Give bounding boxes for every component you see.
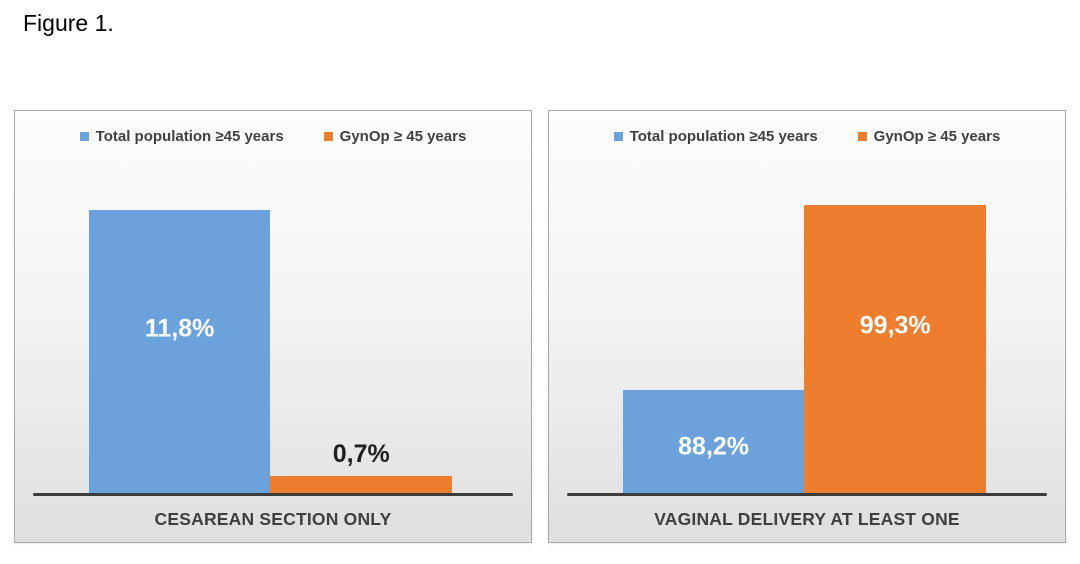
legend-label: GynOp ≥ 45 years (873, 127, 1001, 145)
bar-group: 11,8% 0,7% (15, 193, 531, 493)
bar-value-label: 11,8% (144, 314, 215, 343)
legend-swatch-blue-icon (613, 131, 623, 141)
legend-item-gynop: GynOp ≥ 45 years (857, 127, 1001, 145)
x-axis-line (33, 493, 513, 496)
bar-total-population: 88,2% (622, 389, 805, 493)
chart-legend: Total population ≥45 years GynOp ≥ 45 ye… (15, 111, 531, 157)
charts-container: Total population ≥45 years GynOp ≥ 45 ye… (14, 110, 1066, 543)
bar-group: 88,2% 99,3% (549, 193, 1065, 493)
legend-swatch-orange-icon (857, 131, 867, 141)
bar-total-population: 11,8% (88, 209, 271, 493)
bar-gynop: 99,3% (804, 204, 987, 493)
bar-value-label: 0,7% (332, 440, 390, 469)
figure-title: Figure 1. (23, 10, 114, 36)
chart-panel-cesarean: Total population ≥45 years GynOp ≥ 45 ye… (14, 110, 532, 543)
chart-panel-vaginal-delivery: Total population ≥45 years GynOp ≥ 45 ye… (548, 110, 1066, 543)
legend-swatch-orange-icon (323, 131, 333, 141)
chart-legend: Total population ≥45 years GynOp ≥ 45 ye… (549, 111, 1065, 157)
plot-area: 11,8% 0,7% (15, 157, 531, 496)
legend-item-gynop: GynOp ≥ 45 years (323, 127, 467, 145)
x-axis-line (567, 493, 1047, 496)
legend-label: Total population ≥45 years (629, 127, 818, 145)
bar-value-label: 88,2% (678, 432, 750, 460)
category-label: CESAREAN SECTION ONLY (154, 508, 392, 529)
legend-label: Total population ≥45 years (95, 127, 284, 145)
bar-value-label: 99,3% (859, 311, 931, 340)
bar-gynop: 0,7% (270, 440, 453, 493)
legend-swatch-blue-icon (79, 131, 89, 141)
category-label: VAGINAL DELIVERY AT LEAST ONE (654, 508, 960, 529)
legend-item-total-population: Total population ≥45 years (613, 127, 818, 145)
plot-area: 88,2% 99,3% (549, 157, 1065, 496)
legend-item-total-population: Total population ≥45 years (79, 127, 284, 145)
legend-label: GynOp ≥ 45 years (339, 127, 467, 145)
